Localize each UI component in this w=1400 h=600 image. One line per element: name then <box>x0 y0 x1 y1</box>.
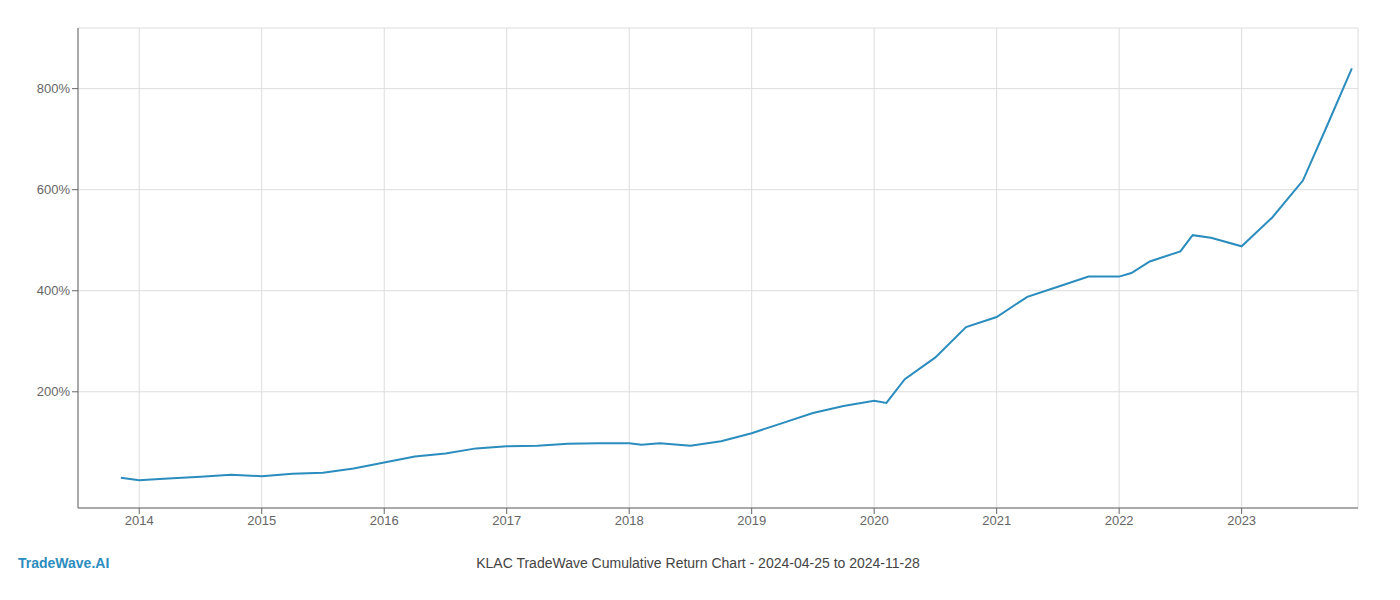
html-text:KLAC TradeWave Cumulative Retu: KLAC TradeWave Cumulative Return Chart -… <box>476 555 920 571</box>
svg-text:200%: 200% <box>37 384 71 399</box>
svg-text:2017: 2017 <box>492 513 521 528</box>
svg-text:2016: 2016 <box>370 513 399 528</box>
svg-text:2022: 2022 <box>1105 513 1134 528</box>
svg-text:400%: 400% <box>37 283 71 298</box>
svg-text:600%: 600% <box>37 182 71 197</box>
svg-text:2014: 2014 <box>125 513 154 528</box>
html-text:TradeWave.AI: TradeWave.AI <box>18 555 110 571</box>
svg-text:800%: 800% <box>37 81 71 96</box>
svg-text:2015: 2015 <box>247 513 276 528</box>
svg-text:2023: 2023 <box>1227 513 1256 528</box>
svg-text:2020: 2020 <box>860 513 889 528</box>
svg-text:2019: 2019 <box>737 513 766 528</box>
svg-text:2018: 2018 <box>615 513 644 528</box>
svg-text:2021: 2021 <box>982 513 1011 528</box>
